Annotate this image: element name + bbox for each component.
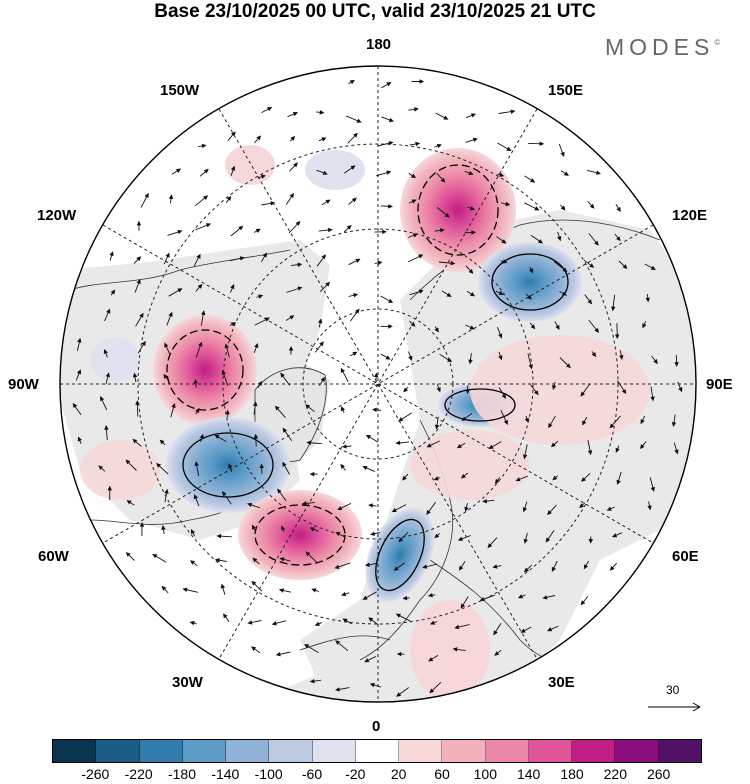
colorbar-tick-label: 260 (647, 766, 670, 782)
colorbar (52, 739, 702, 763)
polar-map (0, 0, 750, 735)
colorbar-tick-label: -60 (302, 766, 322, 782)
colorbar-tick-label: -100 (255, 766, 283, 782)
lon-label-120w: 120W (37, 207, 76, 224)
colorbar-segment (96, 740, 139, 762)
colorbar-tick-label: 100 (474, 766, 497, 782)
reference-vector-label: 30 (666, 683, 679, 697)
colorbar-segment (313, 740, 356, 762)
colorbar-segment (53, 740, 96, 762)
colorbar-tick-label: 180 (560, 766, 583, 782)
colorbar-segment (140, 740, 183, 762)
lon-label-90e: 90E (706, 376, 733, 393)
colorbar-segment (486, 740, 529, 762)
colorbar-tick-label: 140 (517, 766, 540, 782)
lon-label-30w: 30W (172, 674, 203, 691)
colorbar-tick-label: 60 (434, 766, 450, 782)
colorbar-tick-label: -260 (81, 766, 109, 782)
colorbar-segment (572, 740, 615, 762)
anomaly-positive-atlantic-west (80, 440, 160, 500)
colorbar-segment (356, 740, 399, 762)
colorbar-tick-label: -20 (345, 766, 365, 782)
colorbar-tick-label: 220 (604, 766, 627, 782)
reference-arrow-icon (648, 697, 708, 727)
lon-label-30e: 30E (548, 674, 575, 691)
anomaly-negative-hudson (90, 338, 140, 382)
lon-label-90w: 90W (8, 376, 39, 393)
anomaly-positive-mediterranean (410, 600, 490, 700)
colorbar-tick-label: -140 (211, 766, 239, 782)
lon-label-150e: 150E (548, 82, 583, 99)
lon-label-0: 0 (372, 718, 380, 735)
lon-label-60w: 60W (38, 548, 69, 565)
colorbar-segment (615, 740, 658, 762)
colorbar-tick-label: -180 (168, 766, 196, 782)
anomaly-negative-bering (305, 150, 365, 190)
colorbar-tick-label: 20 (391, 766, 407, 782)
lon-label-180: 180 (366, 36, 391, 53)
colorbar-segment (269, 740, 312, 762)
colorbar-segment (399, 740, 442, 762)
colorbar-segment (529, 740, 572, 762)
colorbar-segment (183, 740, 226, 762)
anomaly-positive-canada (153, 315, 257, 425)
colorbar-segment (442, 740, 485, 762)
anomaly-positive-siberia (470, 335, 650, 445)
colorbar-tick-label: -220 (125, 766, 153, 782)
colorbar-segment (226, 740, 269, 762)
anomaly-positive-urals (410, 430, 530, 500)
colorbar-segment (659, 740, 701, 762)
lon-label-120e: 120E (672, 207, 707, 224)
anomaly-positive-alaska (225, 145, 275, 185)
lon-label-150w: 150W (160, 82, 199, 99)
field-layer (60, 66, 700, 710)
colorbar-ticks: -260 -220 -180 -140 -100 -60 -20 20 60 100 140 180 2… (0, 766, 750, 784)
lon-label-60e: 60E (672, 548, 699, 565)
